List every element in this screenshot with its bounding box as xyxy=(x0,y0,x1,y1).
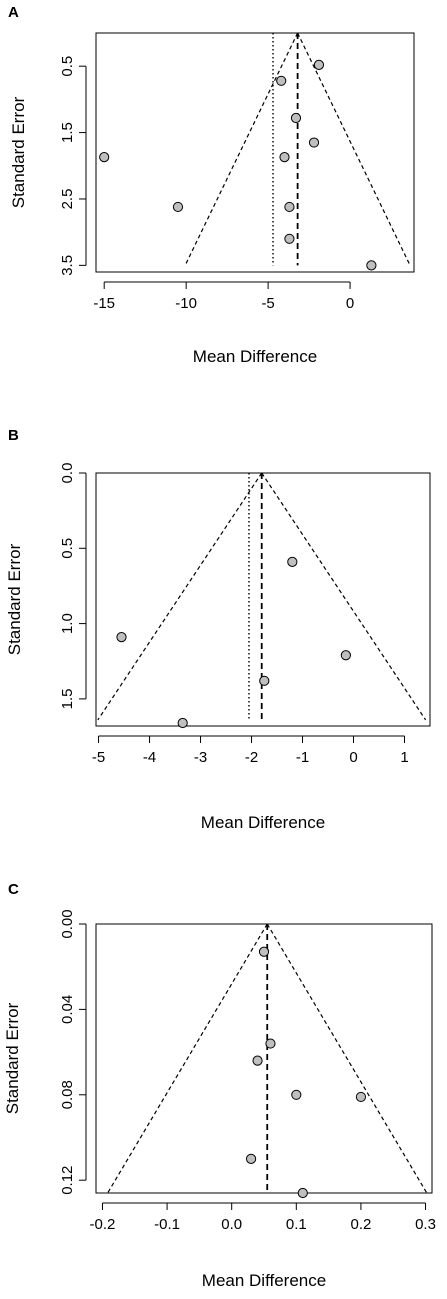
plot-frame xyxy=(95,32,415,273)
study-point xyxy=(287,556,298,567)
study-point xyxy=(177,717,188,729)
study-point xyxy=(308,137,320,148)
y-tick-label: 0.12 xyxy=(59,1166,76,1195)
study-point xyxy=(172,201,184,213)
study-point xyxy=(313,59,325,70)
y-tick-label: 1.5 xyxy=(59,688,76,709)
funnel-left-line xyxy=(184,32,299,266)
y-axis-title: Standard Error xyxy=(5,543,24,655)
x-tick-label: -1 xyxy=(296,749,309,766)
y-tick-label: 0.5 xyxy=(59,56,76,77)
x-tick-label: 0.3 xyxy=(415,1216,436,1233)
panel-label: A xyxy=(8,4,19,21)
funnel-right-line xyxy=(261,472,427,721)
x-axis-title: Mean Difference xyxy=(201,813,325,832)
x-tick-label: -2 xyxy=(245,749,258,766)
x-tick-label: -10 xyxy=(175,295,197,312)
x-axis-title: Mean Difference xyxy=(202,1271,326,1290)
x-tick-label: -0.1 xyxy=(154,1216,180,1233)
panel-b: B -5 -4 -3 -2 -1 0 1 0.0 0.5 1.0 1.5 Mean Difference… xyxy=(5,427,431,832)
y-tick-label: 0.0 xyxy=(59,463,76,484)
y-axis-title: Standard Error xyxy=(9,96,28,208)
x-tick-label: -5 xyxy=(92,749,105,766)
study-point xyxy=(276,75,287,86)
panel-c: C -0.2 -0.1 0.0 0.1 0.2 0.3 0.00 0.04 0.08 0.12 Mea… xyxy=(3,881,436,1290)
x-tick-label: 0 xyxy=(346,295,354,312)
x-tick-label: 0 xyxy=(349,749,357,766)
y-tick-label: 0.00 xyxy=(59,909,76,938)
study-point xyxy=(284,201,295,213)
x-tick-label: -15 xyxy=(93,295,115,312)
study-point xyxy=(252,1055,263,1066)
study-point xyxy=(116,632,127,643)
plot-frame xyxy=(95,923,433,1194)
y-tick-label: 3.5 xyxy=(59,255,76,276)
panel-label: C xyxy=(8,881,19,898)
x-tick-label: 0.1 xyxy=(286,1216,307,1233)
plot-frame xyxy=(95,472,431,727)
y-tick-label: 0.04 xyxy=(59,995,76,1024)
study-point xyxy=(259,675,270,686)
y-tick-label: 1.5 xyxy=(59,122,76,143)
x-tick-label: -4 xyxy=(143,749,156,766)
y-tick-label: 1.0 xyxy=(59,613,76,634)
study-point xyxy=(265,1038,276,1049)
study-point xyxy=(290,112,302,124)
panel-label: B xyxy=(8,427,19,444)
y-axis-title: Standard Error xyxy=(3,1002,22,1114)
study-point xyxy=(245,1153,257,1164)
x-tick-label: 0.0 xyxy=(221,1216,242,1233)
funnel-left-line xyxy=(97,472,263,721)
study-point xyxy=(284,233,295,244)
x-tick-label: -5 xyxy=(261,295,274,312)
x-tick-label: -0.2 xyxy=(90,1216,116,1233)
study-point xyxy=(340,650,351,661)
study-point xyxy=(99,152,110,163)
study-point xyxy=(279,152,290,163)
study-point xyxy=(258,946,270,957)
y-tick-label: 0.08 xyxy=(59,1080,76,1109)
x-axis-title: Mean Difference xyxy=(193,347,317,366)
study-point xyxy=(355,1091,367,1103)
x-tick-label: 1 xyxy=(400,749,408,766)
study-point xyxy=(291,1089,302,1100)
x-tick-label: -3 xyxy=(194,749,207,766)
funnel-left-line xyxy=(107,923,268,1194)
x-tick-label: 0.2 xyxy=(350,1216,371,1233)
funnel-right-line xyxy=(297,32,411,266)
y-tick-label: 0.5 xyxy=(59,538,76,559)
study-point xyxy=(366,260,377,271)
study-point xyxy=(297,1187,308,1199)
funnel-right-line xyxy=(266,923,428,1194)
y-tick-label: 2.5 xyxy=(59,189,76,210)
panel-a: A -15 -10 -5 0 0.5 1.5 2.5 3.5 Mean Difference Sta… xyxy=(8,4,415,366)
